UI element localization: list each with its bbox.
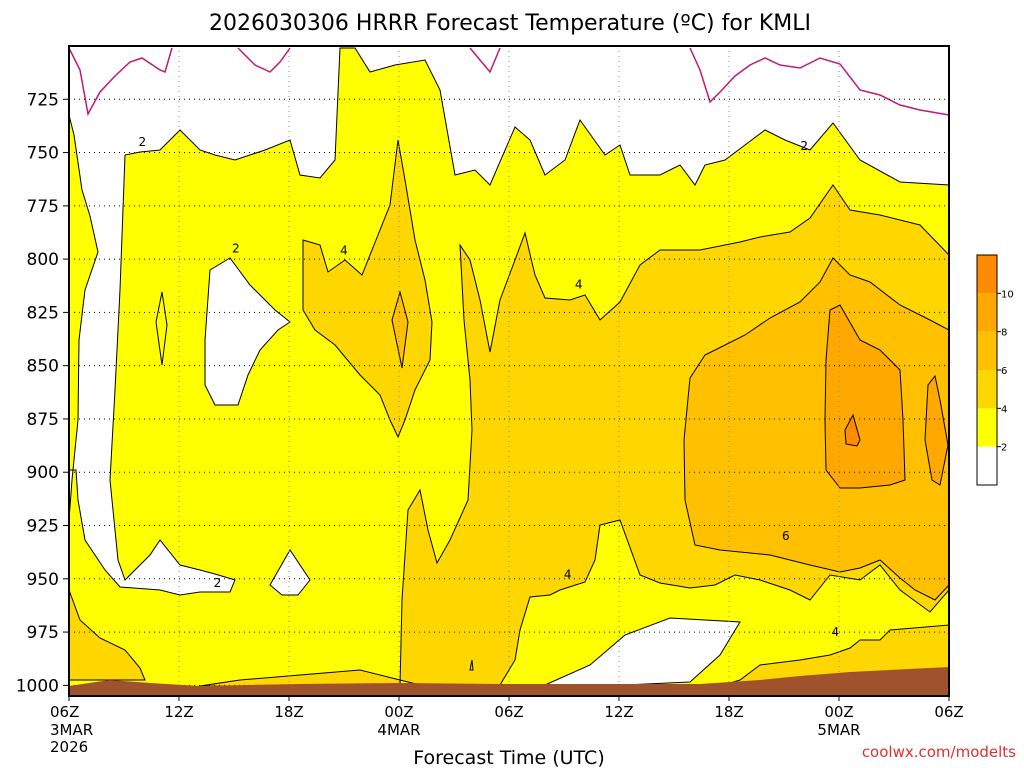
y-tick-label: 800 <box>27 250 59 270</box>
y-tick-label: 725 <box>27 90 59 110</box>
temp-band-8-10-right <box>924 374 949 486</box>
y-tick-label: 1000 <box>16 676 59 696</box>
contour-label: 2 <box>139 135 147 149</box>
x-tick-label: 06Z <box>494 703 523 721</box>
colorbar-swatch <box>977 293 997 332</box>
y-tick-label: 825 <box>27 303 59 323</box>
y-tick-label: 750 <box>27 144 59 164</box>
x-tick-sublabel: 4MAR <box>377 721 420 739</box>
temp-band-8-10 <box>824 304 906 489</box>
contour-label: 2 <box>214 576 222 590</box>
y-tick-label: 975 <box>27 623 59 643</box>
colorbar-swatch <box>977 370 997 409</box>
contour-label: 2 <box>232 241 240 255</box>
temp-band-4-6 <box>68 589 146 681</box>
x-axis-label: Forecast Time (UTC) <box>413 747 604 768</box>
contour-label: 2 <box>800 139 808 153</box>
chart-title: 2026030306 HRRR Forecast Temperature (ºC… <box>209 11 811 36</box>
credit-text: coolwx.com/modelts <box>862 743 1016 761</box>
contour-0-right <box>689 47 950 116</box>
contour-label: 4 <box>340 244 348 258</box>
temp-band-10-12 <box>844 413 861 447</box>
y-tick-label: 775 <box>27 197 59 217</box>
colorbar-label: 4 <box>1001 404 1007 415</box>
x-tick-label: 00Z <box>824 703 853 721</box>
x-tick-sublabel: 2026 <box>50 738 88 756</box>
temp-band-lt2-blob <box>269 549 311 596</box>
y-tick-label: 900 <box>27 463 59 483</box>
contour-0-mid2 <box>469 47 501 74</box>
contour-label: 4 <box>832 625 840 639</box>
contour-4-sliver <box>469 659 474 671</box>
x-tick-label: 06Z <box>50 703 79 721</box>
colorbar-label: 8 <box>1001 328 1007 339</box>
y-axis-ticks: 725 750 775 800 825 850 875 900 925 950 975 1000 <box>16 90 69 696</box>
x-tick-label: 12Z <box>604 703 633 721</box>
contour-label: 4 <box>575 278 583 292</box>
y-tick-label: 875 <box>27 410 59 430</box>
contour-label: 6 <box>782 529 790 543</box>
temp-band-6-8 <box>683 257 950 601</box>
x-tick-label: 12Z <box>164 703 193 721</box>
x-tick-label: 18Z <box>274 703 303 721</box>
contour-0-left <box>68 47 173 117</box>
vertical-gridlines <box>178 46 840 696</box>
plot-area <box>68 45 950 697</box>
x-tick-label: 18Z <box>714 703 743 721</box>
colorbar-label: 10 <box>1001 289 1014 300</box>
colorbar-label: 2 <box>1001 443 1007 454</box>
temp-band-lt2-pocket <box>204 257 291 406</box>
colorbar-swatch <box>977 446 997 485</box>
x-tick-sublabel: 3MAR <box>50 721 93 739</box>
colorbar-swatch <box>977 408 997 447</box>
x-tick-label: 06Z <box>934 703 963 721</box>
contour-0-mid <box>237 47 291 73</box>
x-tick-sublabel: 5MAR <box>817 721 860 739</box>
ground-surface <box>69 667 949 696</box>
contour-label: 4 <box>564 568 572 582</box>
y-tick-label: 850 <box>27 357 59 377</box>
colorbar-swatch <box>977 255 997 294</box>
temp-band-4-6-left <box>302 139 433 439</box>
y-tick-label: 925 <box>27 517 59 537</box>
contour-2-small-a <box>155 291 168 366</box>
y-tick-label: 950 <box>27 570 59 590</box>
x-tick-label: 00Z <box>384 703 413 721</box>
colorbar: 2 4 6 8 10 <box>976 254 1014 486</box>
contour-labels: 2 2 4 4 2 6 4 2 4 <box>139 135 840 639</box>
colorbar-swatch <box>977 331 997 370</box>
colorbar-label: 6 <box>1001 366 1007 377</box>
